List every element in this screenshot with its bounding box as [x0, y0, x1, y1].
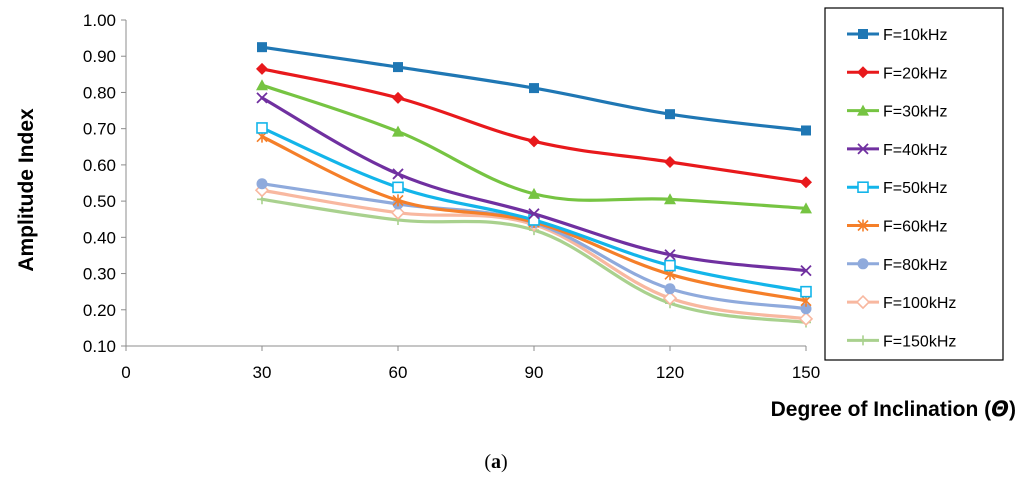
x-tick-label: 150: [792, 363, 820, 382]
data-point: [800, 303, 812, 315]
x-tick-label: 30: [253, 363, 272, 382]
data-point: [665, 109, 675, 120]
data-point: [801, 125, 811, 136]
data-point: [664, 155, 676, 168]
data-point: [256, 92, 268, 104]
legend-label: F=150kHz: [883, 333, 956, 350]
legend-label: F=10kHz: [883, 27, 947, 44]
series-f-30khz: [256, 79, 812, 214]
data-point: [529, 83, 539, 94]
data-point: [800, 285, 812, 298]
data-point: [664, 259, 676, 272]
caption-open: (: [484, 451, 491, 473]
data-point: [256, 79, 268, 91]
data-point: [390, 205, 406, 220]
legend-label: F=50kHz: [883, 180, 947, 197]
legend-label: F=60kHz: [883, 219, 947, 236]
data-point: [528, 135, 540, 148]
series-f-40khz: [256, 92, 812, 277]
data-point: [392, 125, 404, 137]
y-tick-label: 0.70: [83, 120, 116, 139]
x-tick-label: 90: [525, 363, 544, 382]
legend-item: F=50kHz: [847, 180, 947, 197]
series-layer: [254, 42, 814, 328]
legend-item: F=40kHz: [847, 142, 947, 159]
legend-swatch-marker: [858, 29, 868, 39]
legend-swatch-marker: [857, 143, 869, 155]
legend-swatch-marker: [857, 219, 869, 232]
y-axis-title: Amplitude Index: [15, 108, 38, 272]
y-tick-label: 0.10: [83, 337, 116, 356]
y-tick-label: 0.80: [83, 83, 116, 102]
caption-close: ): [501, 451, 508, 473]
data-point: [393, 62, 403, 73]
x-axis-title-text: Degree of Inclination (: [771, 398, 992, 421]
x-tick-label: 0: [121, 363, 130, 382]
legend-label: F=20kHz: [883, 65, 947, 82]
y-tick-label: 0.20: [83, 301, 116, 320]
y-tick-label: 1.00: [83, 11, 116, 30]
y-axis: 0.10 0.20 0.30 0.40 0.50 0.60 0.70 0.80 0.90 1.00: [83, 11, 127, 356]
legend-swatch-marker: [857, 258, 869, 270]
data-point: [798, 311, 814, 326]
data-point: [528, 187, 540, 199]
data-point: [800, 265, 812, 277]
series-line: [260, 126, 808, 294]
legend-item: F=150kHz: [847, 333, 956, 350]
series-f-100khz: [254, 183, 814, 326]
legend-swatch-marker: [857, 181, 869, 193]
y-tick-label: 0.90: [83, 47, 116, 66]
data-point: [800, 202, 812, 214]
x-tick-label: 60: [389, 363, 408, 382]
data-point: [392, 181, 404, 194]
legend-item: F=80kHz: [847, 257, 947, 274]
data-point: [392, 194, 404, 207]
data-point: [256, 62, 268, 75]
legend-swatch-marker: [857, 104, 869, 116]
y-tick-label: 0.30: [83, 265, 116, 284]
data-point: [800, 176, 812, 189]
data-point: [664, 283, 676, 295]
legend-item: F=60kHz: [847, 219, 947, 236]
data-point: [664, 193, 676, 205]
x-axis-title-close: ): [1009, 398, 1016, 421]
figure-caption: (a): [484, 451, 507, 473]
legend-item: F=10kHz: [847, 27, 947, 44]
y-tick-label: 0.60: [83, 156, 116, 175]
series-line: [260, 96, 808, 273]
series-f-50khz: [256, 122, 812, 298]
legend-label: F=30kHz: [883, 104, 947, 121]
legend-swatch-marker: [855, 294, 871, 310]
legend-label: F=40kHz: [883, 142, 947, 159]
legend-label: F=80kHz: [883, 257, 947, 274]
series-f-20khz: [256, 62, 812, 189]
x-axis-title-symbol: Θ: [991, 397, 1009, 421]
data-point: [256, 122, 268, 134]
legend-label: F=100kHz: [883, 295, 956, 312]
y-tick-label: 0.40: [83, 228, 116, 247]
legend-item: F=20kHz: [847, 65, 947, 82]
legend-item: F=30kHz: [847, 104, 947, 121]
data-point: [392, 168, 404, 180]
data-point: [392, 91, 404, 104]
caption-letter: a: [491, 451, 501, 473]
data-point: [257, 42, 267, 53]
data-point: [256, 178, 268, 190]
legend-swatch-marker: [858, 335, 868, 346]
x-axis-title: Degree of Inclination (Θ): [771, 397, 1016, 421]
legend: F=10kHz F=20kHz F=30kHz F=40kHz F=50kHz F=60k…: [824, 7, 1004, 361]
x-axis: 0 30 60 90 120 150: [121, 345, 820, 382]
data-point: [664, 249, 676, 261]
data-point: [662, 291, 678, 306]
x-tick-label: 120: [656, 363, 684, 382]
y-tick-label: 0.50: [83, 192, 116, 211]
legend-item: F=100kHz: [847, 294, 956, 312]
series-f-10khz: [257, 42, 811, 136]
data-point: [528, 208, 540, 220]
legend-swatch-marker: [857, 66, 869, 79]
